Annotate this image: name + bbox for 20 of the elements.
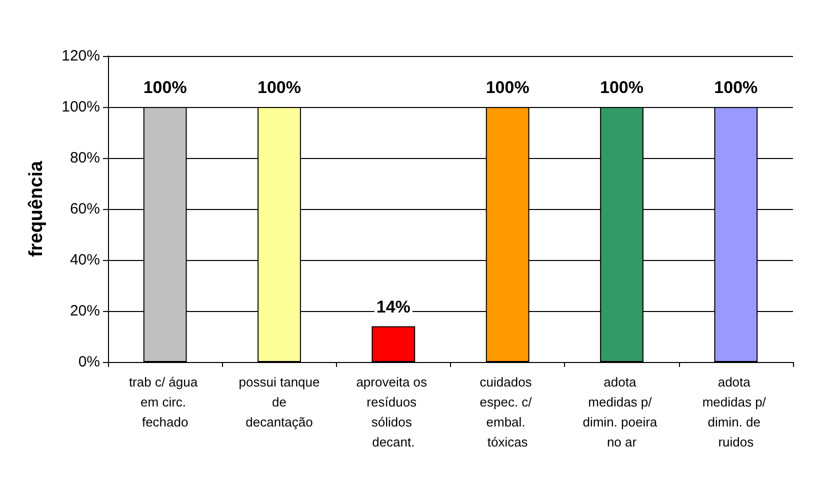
x-tick-label: trab c/ água em circ. fechado xyxy=(128,374,202,430)
data-label: 100% xyxy=(714,78,758,97)
data-label: 100% xyxy=(600,78,644,97)
x-tick-label: possui tanque de decantação xyxy=(238,374,320,430)
y-tick-label: 120% xyxy=(62,48,100,64)
x-tick-label: cuidados espec. c/ embal. tóxicas xyxy=(480,374,536,450)
data-label: 14% xyxy=(376,297,410,316)
y-tick-label: 40% xyxy=(70,252,100,268)
y-tick-label: 0% xyxy=(78,354,100,370)
y-tick-label: 100% xyxy=(62,98,100,116)
y-tick-label: 60% xyxy=(70,200,100,218)
data-label: 100% xyxy=(258,78,301,97)
x-tick-label: adota medidas p/ dimin. de ruidos xyxy=(702,374,770,450)
x-tick-label: aproveita os resíduos sólidos decant. xyxy=(356,374,431,450)
data-label: 100% xyxy=(486,78,530,97)
x-tick-label: adota medidas p/ dimin. poeira no ar xyxy=(582,374,661,450)
y-axis-title: frequência xyxy=(26,160,47,258)
y-tick-label: 80% xyxy=(70,150,100,166)
data-label: 100% xyxy=(143,78,187,97)
y-tick-label: 20% xyxy=(70,302,100,320)
